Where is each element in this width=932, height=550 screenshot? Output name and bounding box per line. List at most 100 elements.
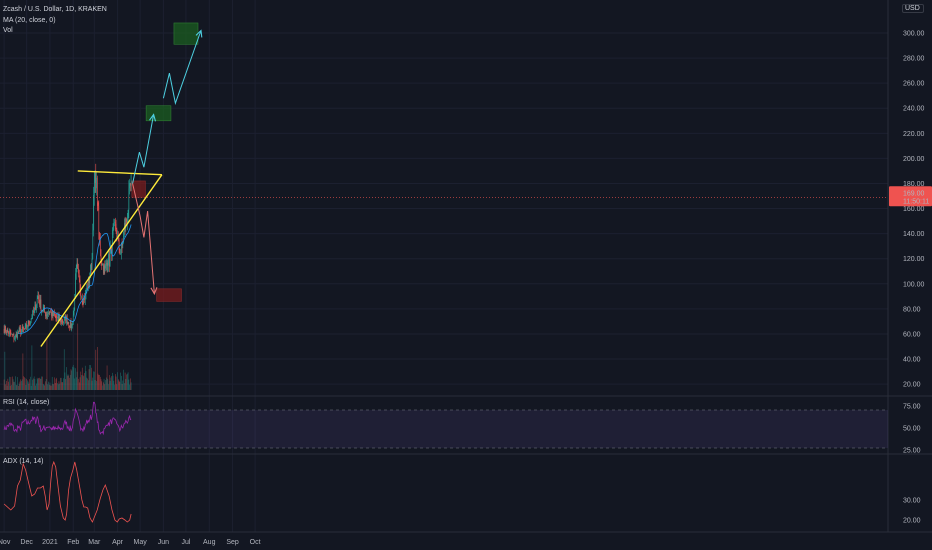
candle-body: [33, 310, 34, 313]
candle-body: [86, 287, 88, 294]
volume-bar: [105, 380, 106, 390]
volume-bar: [33, 376, 35, 390]
candle-body: [122, 242, 124, 246]
volume-bar: [12, 379, 14, 390]
volume-bar: [4, 351, 6, 390]
price-tick-label: 80.00: [903, 306, 921, 313]
volume-bar: [103, 378, 105, 390]
volume-bar: [17, 377, 18, 390]
volume-bar: [42, 384, 44, 390]
volume-bar: [35, 385, 36, 390]
volume-bar: [115, 374, 116, 390]
candle-body: [127, 219, 128, 223]
volume-bar: [45, 381, 46, 390]
price-tick-label: 240.00: [903, 106, 925, 113]
volume-bar: [87, 378, 88, 390]
volume-bar: [69, 377, 70, 390]
candle-body: [109, 254, 110, 267]
volume-bar: [90, 365, 91, 390]
volume-bar: [76, 371, 78, 390]
candle-body: [24, 328, 25, 330]
bullish-arrow-head: [149, 113, 157, 122]
volume-bar: [60, 377, 62, 390]
candle-body: [60, 317, 61, 323]
volume-bar: [126, 374, 127, 390]
candle-body: [96, 177, 98, 203]
volume-bar: [127, 372, 129, 390]
currency-badge[interactable]: USD: [902, 4, 924, 13]
resistance-line: [77, 170, 162, 176]
volume-bar: [10, 377, 12, 390]
rsi-tick-label: 50.00: [903, 426, 921, 433]
candle-body: [69, 320, 71, 328]
candle-body: [65, 316, 67, 323]
volume-bar: [116, 384, 118, 390]
vol-legend[interactable]: Vol: [3, 27, 13, 34]
candle-body: [39, 299, 40, 305]
candle-body: [47, 313, 48, 316]
volume-bar: [75, 368, 76, 390]
price-tick-label: 40.00: [903, 357, 921, 364]
volume-bar: [9, 385, 11, 390]
volume-bar: [77, 323, 79, 390]
candle-body: [35, 304, 36, 310]
candle-body: [106, 262, 107, 265]
candle-body: [130, 182, 131, 186]
volume-bar: [51, 385, 52, 390]
candle-body: [116, 228, 118, 239]
volume-bar: [81, 367, 83, 390]
candle-body: [34, 304, 36, 310]
candle-body: [121, 243, 123, 246]
candle-body: [104, 265, 106, 269]
volume-bar: [52, 383, 54, 390]
volume-bar: [25, 384, 27, 390]
rsi-band: [0, 410, 888, 448]
volume-bar: [82, 375, 84, 390]
volume-bar: [66, 367, 67, 390]
volume-bar: [88, 369, 90, 390]
volume-bar: [64, 372, 66, 390]
adx-legend[interactable]: ADX (14, 14): [3, 458, 44, 465]
volume-bar: [8, 381, 9, 390]
candle-body: [32, 310, 33, 319]
volume-bar: [42, 376, 43, 390]
candle-body: [121, 243, 122, 254]
candle-body: [80, 289, 82, 298]
volume-bar: [114, 384, 115, 390]
volume-bar: [91, 380, 93, 390]
volume-bar: [29, 379, 30, 390]
candle-body: [58, 314, 60, 321]
ma-legend[interactable]: MA (20, close, 0): [3, 17, 56, 24]
candle-body: [3, 328, 5, 333]
volume-bar: [74, 378, 76, 390]
volume-bar: [14, 381, 15, 390]
volume-bar: [31, 345, 33, 390]
volume-bar: [22, 353, 24, 390]
volume-bar: [40, 378, 42, 390]
price-tick-label: 300.00: [903, 31, 925, 38]
volume-bar: [72, 366, 73, 390]
candle-body: [10, 332, 12, 335]
volume-bar: [85, 371, 87, 390]
volume-bar: [129, 384, 130, 390]
volume-bar: [79, 377, 81, 390]
candle-body: [113, 222, 115, 230]
rsi-legend[interactable]: RSI (14, close): [3, 399, 50, 406]
time-tick-label: Aug: [203, 539, 216, 546]
candle-body: [88, 278, 90, 284]
volume-bar: [59, 383, 61, 390]
symbol-title[interactable]: Zcash / U.S. Dollar, 1D, KRAKEN: [3, 6, 107, 13]
candle-body: [90, 265, 91, 278]
candle-body: [98, 205, 100, 233]
candle-body: [15, 334, 17, 336]
candle-body: [62, 322, 64, 323]
volume-bar: [21, 379, 23, 390]
candle-body: [39, 299, 41, 305]
candle-body: [87, 287, 88, 290]
candle-body: [48, 312, 49, 314]
candle-body: [15, 335, 16, 339]
volume-bar: [57, 384, 59, 390]
candle-body: [87, 278, 89, 290]
